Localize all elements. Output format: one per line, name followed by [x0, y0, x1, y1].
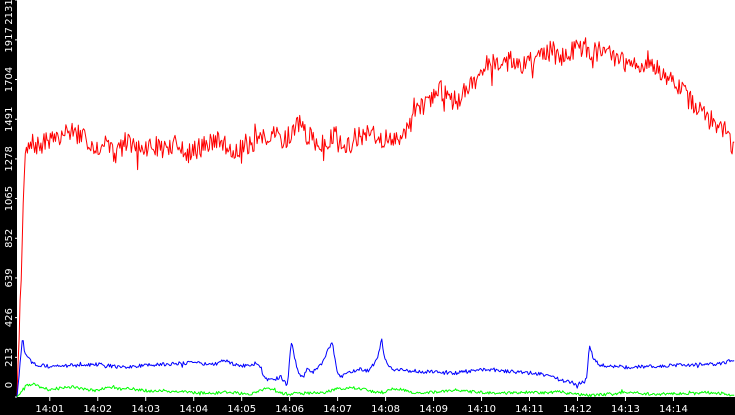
y-tick-label: 1917 — [4, 27, 15, 52]
x-tick-label: 14:11 — [515, 404, 544, 415]
series-layer — [16, 37, 735, 398]
plot-area — [17, 0, 735, 397]
x-tick-label: 14:01 — [35, 404, 64, 415]
x-tick-label: 14:06 — [275, 404, 304, 415]
series-line-1 — [16, 37, 735, 398]
series-line-2 — [16, 338, 735, 398]
y-tick-label: 1704 — [4, 67, 15, 92]
y-tick-label: 2131 — [4, 0, 15, 25]
x-tick-label: 14:10 — [467, 404, 496, 415]
x-tick-label: 14:08 — [371, 404, 400, 415]
y-tick-label: 0 — [4, 382, 15, 388]
y-tick-label: 1491 — [4, 107, 15, 132]
y-tick-label: 852 — [4, 229, 15, 248]
x-tick-label: 14:14 — [659, 404, 688, 415]
x-axis: 14:01 14:02 14:03 14:04 14:05 14:06 14:07 14:08… — [35, 397, 688, 415]
y-axis: 0 213 426 639 852 1065 1278 1491 1704 1917 2131 — [4, 0, 17, 398]
y-tick-label: 1065 — [4, 186, 15, 211]
y-tick-label: 1278 — [4, 146, 15, 171]
x-tick-label: 14:05 — [227, 404, 256, 415]
y-tick-label: 639 — [4, 268, 15, 287]
x-tick-label: 14:07 — [323, 404, 352, 415]
x-tick-label: 14:02 — [83, 404, 112, 415]
x-tick-label: 14:12 — [563, 404, 592, 415]
series-line-3 — [16, 382, 735, 398]
y-tick-label: 426 — [4, 308, 15, 327]
y-tick-label: 213 — [4, 348, 15, 367]
x-tick-label: 14:03 — [131, 404, 160, 415]
x-tick-label: 14:09 — [419, 404, 448, 415]
x-tick-label: 14:04 — [179, 404, 208, 415]
x-tick-label: 14:13 — [611, 404, 640, 415]
